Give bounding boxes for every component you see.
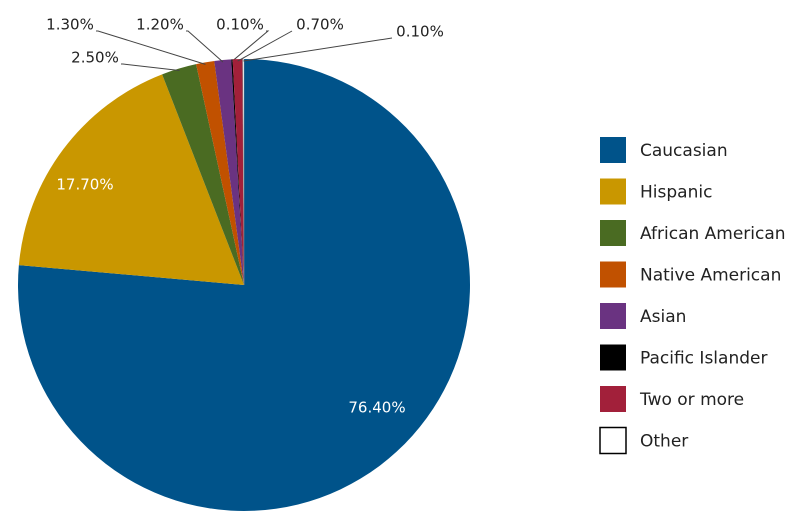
leader-line [121,63,180,71]
pie-slice [18,74,244,285]
pie-slice [232,59,244,286]
legend-swatch [600,386,626,412]
pie-slice [162,64,244,285]
pie-slice [231,59,244,285]
legend-label: Pacific Islander [640,349,767,369]
legend-label: Two or more [639,390,744,410]
legend-label: Hispanic [640,183,712,203]
data-label: 1.20% [136,16,184,34]
data-label: 17.70% [56,176,113,194]
pie-slice [196,60,244,285]
leader-line [243,37,393,62]
data-label: 1.30% [46,16,94,34]
data-label: 0.10% [396,23,444,41]
leader-line [231,30,270,62]
legend-swatch [599,426,627,455]
legend-swatch [600,344,626,371]
data-label: 2.50% [71,49,119,67]
legend-label: Native American [640,266,781,286]
legend-label: Caucasian [640,141,728,161]
legend-swatch [600,137,626,163]
pie-slice [242,58,245,286]
legend-label: Asian [640,307,686,327]
pie-slice [214,59,244,285]
legend-swatch [600,303,626,329]
data-label: 76.40% [348,399,405,417]
leader-line [186,30,224,63]
legend-swatch [600,178,626,205]
legend-label: African American [640,224,786,244]
data-label: 0.70% [296,16,344,34]
data-label: 0.10% [216,16,264,34]
legend-label: Other [640,432,688,452]
legend-swatch [600,220,626,246]
leader-line [96,30,206,65]
legend-swatch [600,261,626,288]
leader-line [237,30,293,62]
